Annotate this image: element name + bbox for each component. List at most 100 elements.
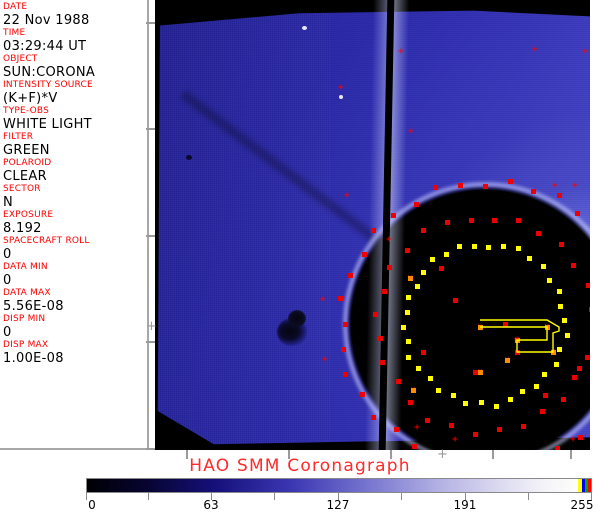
marker-orange xyxy=(410,387,416,393)
marker-red-mid xyxy=(585,354,590,360)
marker-yellow-ring xyxy=(562,318,568,324)
marker-red-mid xyxy=(540,409,546,415)
marker-red-mid xyxy=(405,247,411,253)
colorbar-label-63: 63 xyxy=(203,498,219,512)
marker-red-outer xyxy=(575,211,581,217)
colorbar-major-tick xyxy=(86,493,87,500)
coronagraph-image[interactable]: ××++++++++++++++××××××+ xyxy=(155,0,590,450)
marker-red-mid xyxy=(407,399,413,405)
marker-red-mid xyxy=(496,426,502,432)
metadata-sidebar: DATE 22 Nov 1988 TIME 03:29:44 UT OBJECT… xyxy=(0,0,149,450)
metadata-entry-object: OBJECT SUN:CORONA xyxy=(3,54,147,80)
marker-red-inner xyxy=(472,369,478,375)
metadata-value-date: 22 Nov 1988 xyxy=(3,13,90,28)
frame-tick-left xyxy=(146,448,155,450)
metadata-value-exposure: 8.192 xyxy=(3,221,42,236)
colorbar-minor-tick xyxy=(274,493,275,500)
marker-orange xyxy=(407,275,413,281)
metadata-value-filter: GREEN xyxy=(3,143,50,158)
marker-yellow-ring xyxy=(501,243,507,249)
marker-red-mid xyxy=(449,423,455,429)
metadata-label-polaroid: POLAROID xyxy=(3,158,52,168)
metadata-label-object: OBJECT xyxy=(3,54,38,64)
colorbar-major-tick xyxy=(211,493,212,500)
colorbar-label-127: 127 xyxy=(326,498,350,512)
marker-red-outer xyxy=(348,272,354,278)
colorbar-end-band-3 xyxy=(587,479,591,492)
frame-tick-bottom xyxy=(390,450,392,459)
marker-yellow-ring xyxy=(456,243,462,249)
marker-red-outer xyxy=(360,392,366,397)
frame-center-marker-bottom: + xyxy=(437,447,448,462)
marker-plus: + xyxy=(572,180,579,191)
metadata-value-type-obs: WHITE LIGHT xyxy=(3,117,92,132)
marker-red-outer xyxy=(530,189,536,194)
marker-red-mid xyxy=(444,220,450,226)
marker-red-mid xyxy=(558,242,564,247)
marker-yellow-ring xyxy=(534,384,539,389)
colorbar-ticks xyxy=(86,493,592,500)
marker-yellow-ring xyxy=(421,270,427,276)
marker-red-mid xyxy=(387,264,393,270)
metadata-label-disp-max: DISP MAX xyxy=(3,340,49,350)
bright-speck xyxy=(302,26,307,30)
marker-yellow-ring xyxy=(556,289,562,295)
metadata-entry-data-min: DATA MIN 0 xyxy=(3,262,147,288)
marker-red-mid xyxy=(570,263,576,269)
metadata-value-intensity-source: (K+F)*V xyxy=(3,91,58,106)
metadata-entry-sector: SECTOR N xyxy=(3,184,147,210)
metadata-entry-time: TIME 03:29:44 UT xyxy=(3,28,147,54)
marker-yellow-ring xyxy=(429,257,435,263)
marker-red-outer xyxy=(507,178,513,184)
marker-yellow-ring xyxy=(540,263,546,269)
colorbar-end-band-1 xyxy=(581,479,585,492)
marker-red-outer xyxy=(342,321,348,327)
marker-orange xyxy=(504,357,510,363)
metadata-value-object: SUN:CORONA xyxy=(3,65,96,80)
colorbar-label-0: 0 xyxy=(88,498,96,512)
colorbar-end-band-0 xyxy=(578,479,582,492)
colorbar-ramp xyxy=(87,479,579,492)
marker-red-inner xyxy=(420,349,426,355)
metadata-entry-exposure: EXPOSURE 8.192 xyxy=(3,210,147,236)
marker-red-mid xyxy=(521,424,527,430)
marker-plus: + xyxy=(338,82,345,93)
marker-yellow-ring xyxy=(450,392,456,398)
marker-red-mid xyxy=(468,218,474,224)
marker-red-mid xyxy=(588,307,590,313)
marker-plus: + xyxy=(532,44,539,55)
marker-red-inner xyxy=(576,365,582,371)
colorbar-end-band-2 xyxy=(584,479,588,492)
marker-yellow-ring xyxy=(416,366,422,372)
marker-red-outer xyxy=(370,227,376,233)
colorbar-major-tick xyxy=(591,493,592,500)
colorbar-gradient[interactable] xyxy=(86,478,592,493)
marker-plus: + xyxy=(570,434,577,445)
marker-yellow-ring xyxy=(472,244,478,250)
metadata-entry-date: DATE 22 Nov 1988 xyxy=(3,2,147,28)
bright-speck xyxy=(339,95,343,99)
metadata-entry-filter: FILTER GREEN xyxy=(3,132,147,158)
dark-artifact-blob-secondary xyxy=(288,310,306,327)
metadata-entry-data-max: DATA MAX 5.56E-08 xyxy=(3,288,147,314)
colorbar-label-191: 191 xyxy=(453,498,477,512)
metadata-value-data-min: 0 xyxy=(3,273,12,288)
frame-center-marker-left: + xyxy=(146,319,157,334)
frame-tick-bottom xyxy=(492,450,494,459)
marker-red-outer xyxy=(482,183,488,189)
marker-red-outer xyxy=(343,372,349,378)
marker-yellow-ring xyxy=(553,361,559,367)
marker-yellow-ring xyxy=(427,375,433,381)
colorbar[interactable]: 0 63 127 191 255 xyxy=(86,478,593,512)
marker-plus: + xyxy=(414,422,421,433)
marker-yellow-ring xyxy=(444,252,450,258)
metadata-label-spacecraft-roll: SPACECRAFT ROLL xyxy=(3,236,90,246)
marker-red-mid xyxy=(561,396,567,402)
metadata-label-filter: FILTER xyxy=(3,132,34,142)
marker-red-outer xyxy=(393,427,399,433)
marker-red-outer xyxy=(362,252,368,257)
metadata-entry-disp-min: DISP MIN 0 xyxy=(3,314,147,340)
marker-red-mid xyxy=(381,288,387,294)
marker-red-inner xyxy=(502,321,508,327)
frame-tick-left xyxy=(146,22,155,24)
